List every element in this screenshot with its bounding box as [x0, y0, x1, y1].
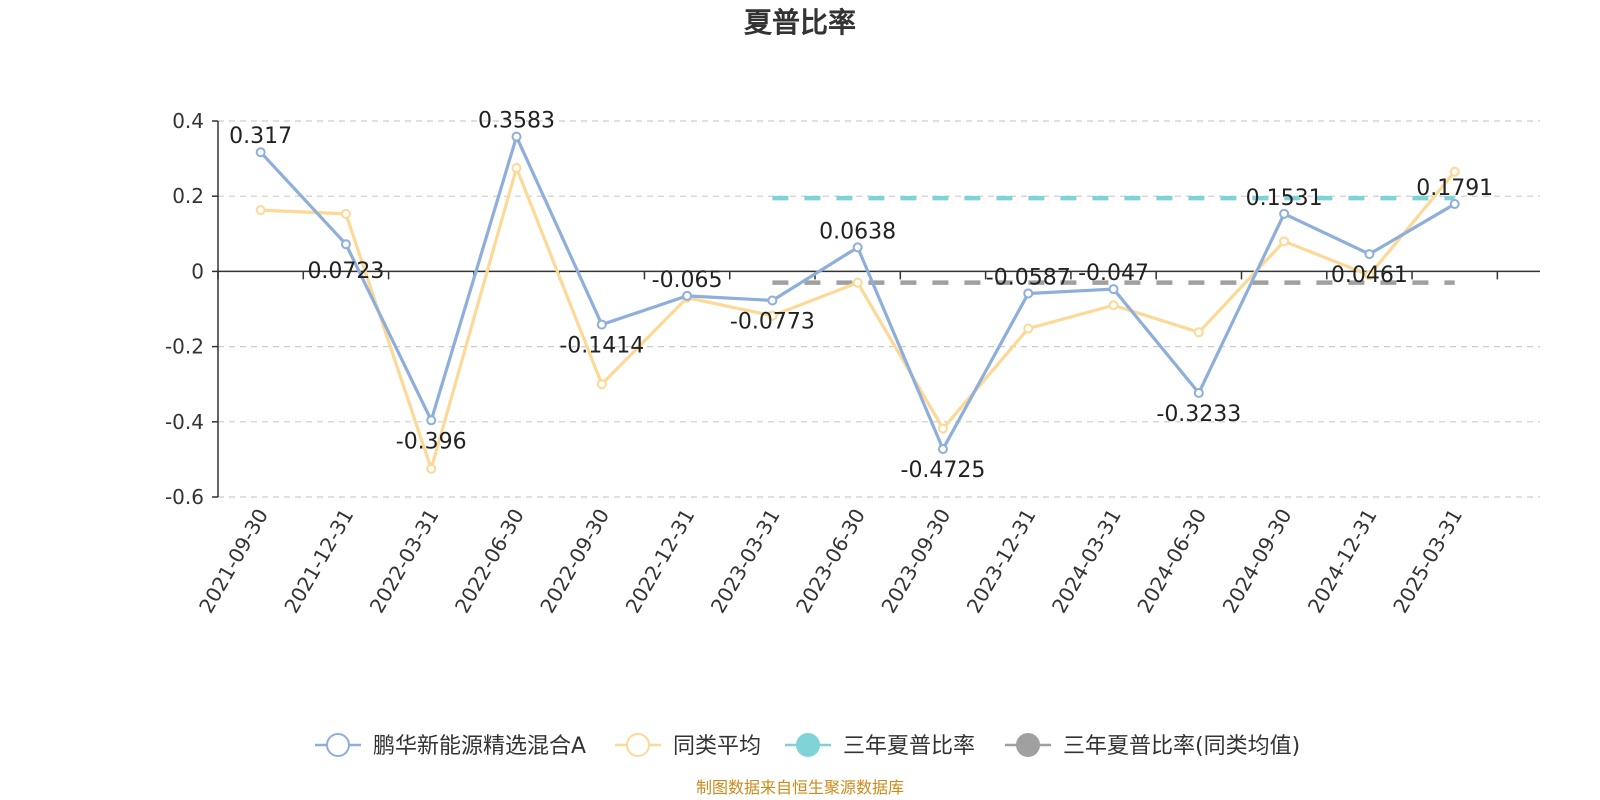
legend[interactable]: 鹏华新能源精选混合A 同类平均 三年夏普比率 三年夏普比率(同类均值) [315, 733, 1300, 759]
legend-marker-icon [796, 733, 820, 757]
x-tick-label: 2023-12-31 [962, 505, 1041, 618]
series [255, 131, 1460, 474]
x-tick-label: 2021-12-31 [279, 505, 358, 618]
data-point [1449, 199, 1460, 210]
data-point [511, 131, 522, 142]
data-label: -0.047 [1078, 261, 1149, 286]
data-point [596, 319, 607, 330]
source-note: 制图数据来自恒生聚源数据库 [696, 778, 904, 797]
data-point [767, 295, 778, 306]
legend-label: 同类平均 [673, 734, 761, 759]
x-tick-label: 2022-12-31 [621, 505, 700, 618]
x-tick-label: 2022-09-30 [535, 505, 614, 618]
x-tick-label: 2022-03-31 [365, 505, 444, 618]
data-point [511, 163, 522, 173]
series-line [260, 166, 1456, 471]
legend-item[interactable]: 三年夏普比率(同类均值) [1005, 733, 1300, 759]
data-point [937, 423, 948, 434]
data-label: 0.0638 [819, 219, 896, 244]
data-point [767, 310, 778, 321]
x-tick-label: 2023-09-30 [876, 505, 955, 618]
legend-marker-icon [326, 733, 350, 757]
data-label: -0.1414 [559, 334, 644, 359]
chart-title: 夏普比率 [744, 6, 856, 39]
y-tick-label: 0.2 [172, 184, 204, 208]
y-tick-label: 0.4 [172, 109, 204, 133]
data-labels: 0.317 0.0723 -0.396 0.3583 -0.1414 -0.065 -0.0… [229, 109, 1493, 483]
legend-item[interactable]: 三年夏普比率 [785, 733, 975, 759]
data-point [1364, 270, 1375, 281]
y-tick-label: -0.2 [165, 335, 204, 359]
data-point [1279, 208, 1290, 219]
data-label: -0.0773 [730, 309, 815, 334]
data-point [1193, 387, 1204, 398]
data-label: 0.0723 [307, 259, 384, 284]
data-point [1023, 323, 1034, 334]
data-label: 0.1791 [1416, 176, 1493, 201]
x-tick-label: 2023-03-31 [706, 505, 785, 618]
x-tick-label: 2024-12-31 [1303, 505, 1382, 618]
data-point [1364, 249, 1375, 260]
data-label: -0.4725 [901, 458, 986, 483]
y-tick-label: -0.4 [165, 410, 204, 434]
data-label: 0.3583 [478, 109, 555, 134]
data-point [340, 239, 351, 250]
x-tick-label: 2022-06-30 [450, 505, 529, 618]
data-point [426, 415, 437, 426]
x-tick-label: 2024-03-31 [1047, 505, 1126, 618]
legend-item[interactable]: 鹏华新能源精选混合A [315, 733, 586, 759]
data-label: -0.396 [396, 429, 467, 454]
x-tick-label: 2024-06-30 [1132, 505, 1211, 618]
data-point [1108, 300, 1119, 311]
data-label: 0.0461 [1331, 263, 1408, 288]
x-tick-label: 2025-03-31 [1388, 505, 1467, 618]
data-point [340, 208, 351, 219]
data-point [937, 444, 948, 455]
data-point [1108, 284, 1119, 295]
data-point [596, 379, 607, 390]
data-point [1193, 327, 1204, 338]
x-tick-label: 2024-09-30 [1218, 505, 1297, 618]
data-point [426, 463, 437, 474]
data-point [852, 277, 863, 288]
data-point [682, 290, 693, 301]
legend-marker-icon [626, 733, 650, 757]
legend-label: 三年夏普比率 [843, 734, 975, 759]
data-label: -0.0587 [986, 265, 1071, 290]
legend-item[interactable]: 同类平均 [615, 733, 761, 759]
data-label: -0.3233 [1156, 402, 1241, 427]
x-tick-label: 2023-06-30 [791, 505, 870, 618]
data-label: -0.065 [652, 268, 723, 293]
data-point [1023, 288, 1034, 299]
data-point [852, 242, 863, 253]
legend-label: 鹏华新能源精选混合A [373, 734, 586, 759]
data-point [255, 205, 266, 216]
x-tick-label: 2021-09-30 [194, 505, 273, 618]
data-label: 0.1531 [1246, 186, 1323, 211]
y-tick-label: -0.6 [165, 485, 204, 509]
data-point [1279, 236, 1290, 247]
series-line [259, 135, 1456, 451]
data-point [255, 147, 266, 158]
data-label: 0.317 [229, 124, 292, 149]
y-tick-label: 0 [191, 259, 204, 283]
legend-marker-icon [1016, 733, 1040, 757]
data-point [1449, 166, 1460, 177]
legend-label: 三年夏普比率(同类均值) [1063, 734, 1300, 759]
